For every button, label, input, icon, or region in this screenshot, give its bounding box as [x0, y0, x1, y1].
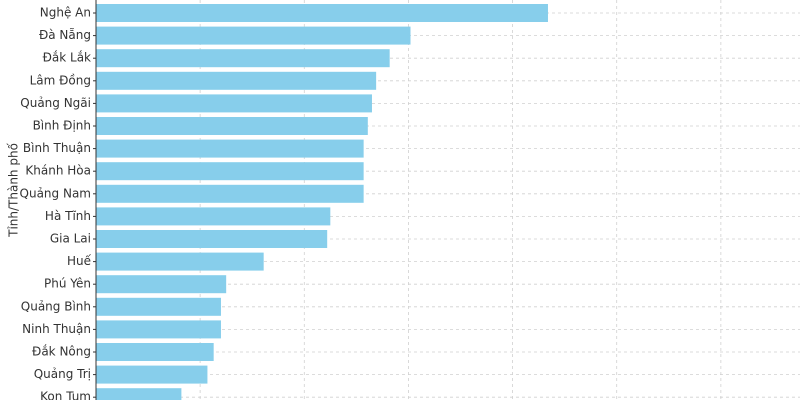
bar: [96, 343, 214, 361]
y-tick-label: Hà Tĩnh: [45, 209, 91, 223]
bar: [96, 275, 227, 294]
bar: [96, 252, 264, 271]
y-tick-label: Quảng Nam: [20, 186, 91, 200]
bar: [96, 320, 221, 339]
bar: [96, 26, 411, 45]
y-axis-label: Tỉnh/Thành phố: [7, 142, 21, 237]
y-tick-label: Bình Thuận: [23, 141, 91, 155]
y-tick-label: Ninh Thuận: [22, 322, 91, 336]
y-tick-label: Đắk Nông: [32, 345, 91, 359]
bar: [96, 162, 364, 181]
y-tick-label: Huế: [67, 254, 92, 268]
y-tick-label: Quảng Ngãi: [20, 96, 91, 110]
y-tick-label: Khánh Hòa: [25, 164, 91, 178]
bar: [96, 139, 364, 158]
y-tick-label: Nghệ An: [40, 6, 91, 20]
bar: [96, 365, 208, 384]
bar: [96, 117, 368, 135]
y-tick-label: Quảng Trị: [34, 367, 91, 381]
y-tick-label: Phú Yên: [44, 277, 91, 291]
y-tick-label: Kon Tum: [40, 390, 91, 400]
y-tick-label: Đà Nẵng: [39, 28, 91, 42]
y-tick-label: Lâm Đồng: [30, 73, 91, 87]
bar: [96, 184, 364, 203]
bar: [96, 230, 328, 248]
y-tick-label: Đắk Lắk: [43, 51, 91, 65]
y-tick-label: Bình Định: [33, 119, 91, 133]
bar: [96, 71, 377, 90]
bar: [96, 388, 182, 400]
bar: [96, 49, 390, 68]
bar: [96, 94, 372, 113]
bar: [96, 297, 221, 316]
bar: [96, 207, 331, 226]
y-tick-label: Gia Lai: [50, 232, 91, 246]
bar: [96, 4, 548, 22]
y-tick-label: Quảng Bình: [21, 299, 91, 313]
